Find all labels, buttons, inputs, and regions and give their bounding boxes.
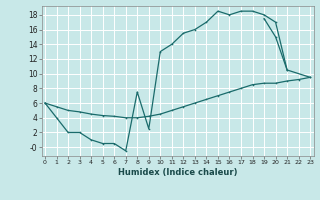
X-axis label: Humidex (Indice chaleur): Humidex (Indice chaleur) — [118, 168, 237, 177]
